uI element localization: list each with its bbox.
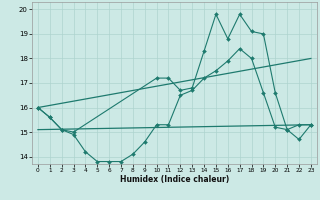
X-axis label: Humidex (Indice chaleur): Humidex (Indice chaleur) [120, 175, 229, 184]
